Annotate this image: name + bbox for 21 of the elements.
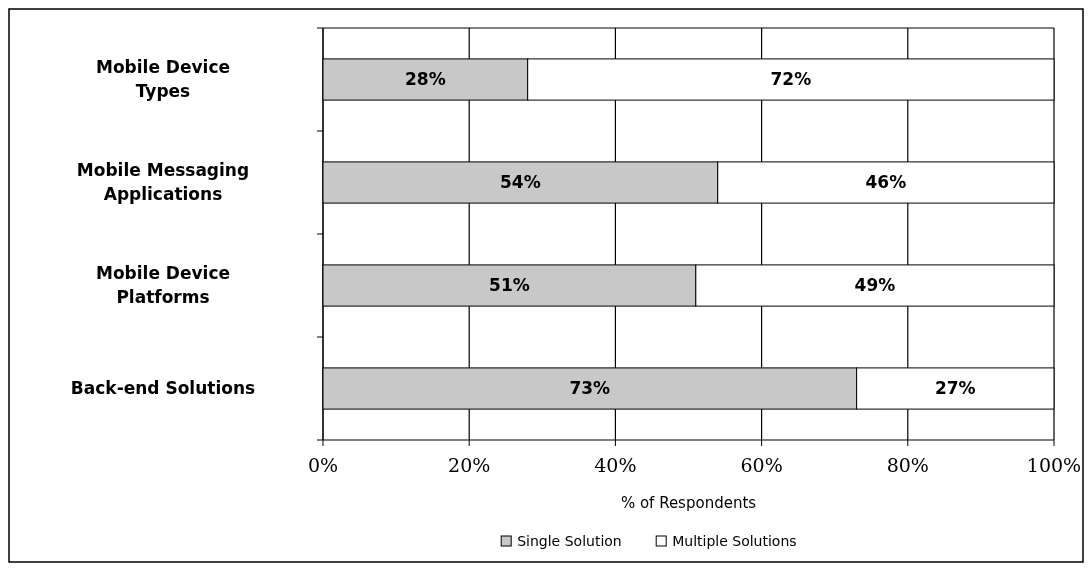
x-axis-title: % of Respondents <box>620 494 757 512</box>
x-tick-label: 80% <box>886 454 929 476</box>
data-label: 27% <box>934 378 976 399</box>
data-label: 28% <box>404 69 446 90</box>
data-label: 72% <box>770 69 812 90</box>
y-tick-label: Mobile Messaging Applications <box>76 160 250 205</box>
data-label: 46% <box>865 172 907 193</box>
y-tick-label: Mobile Device Types <box>95 57 231 102</box>
data-label: 54% <box>500 172 541 193</box>
data-label: 49% <box>854 275 896 296</box>
y-tick-label: Mobile Device Platforms <box>95 263 231 308</box>
y-tick-label: Back-end Solutions <box>70 378 256 399</box>
legend-label: Single Solution <box>517 533 622 549</box>
x-tick-label: 20% <box>448 454 491 476</box>
x-tick-label: 0% <box>307 454 339 476</box>
x-tick-label: 100% <box>1026 454 1082 476</box>
data-label: 51% <box>489 275 530 296</box>
x-tick-label: 40% <box>594 454 637 476</box>
x-tick-label: 60% <box>740 454 783 476</box>
data-label: 73% <box>569 378 611 399</box>
legend-label: Multiple Solutions <box>672 533 797 549</box>
